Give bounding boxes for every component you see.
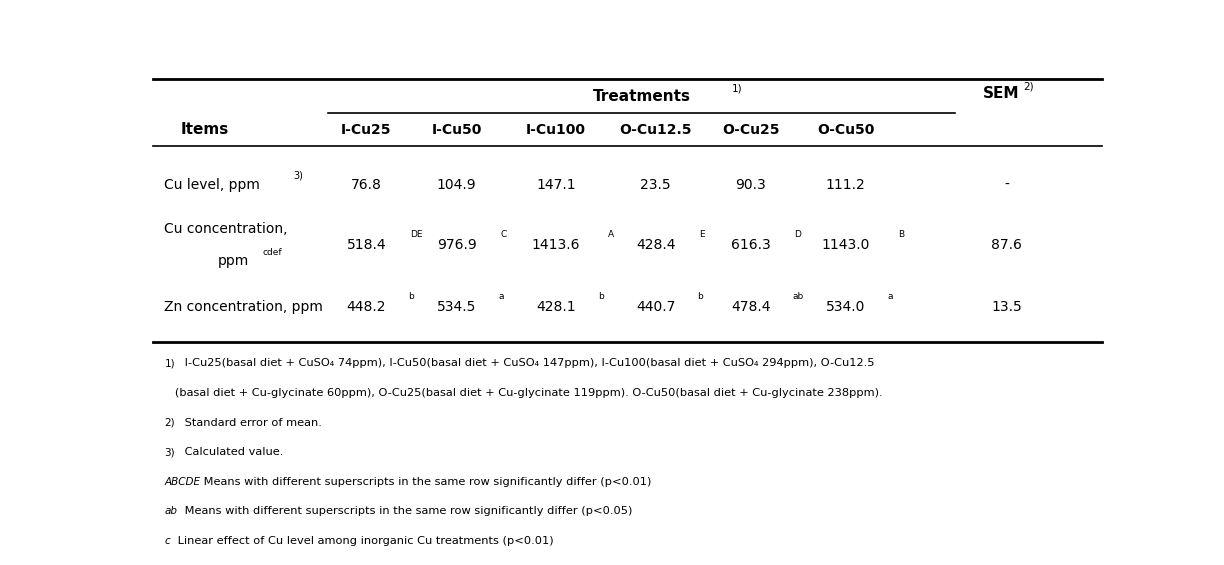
Text: O-Cu50: O-Cu50: [816, 123, 874, 137]
Text: 478.4: 478.4: [731, 300, 770, 314]
Text: E: E: [699, 230, 705, 238]
Text: Cu level, ppm: Cu level, ppm: [164, 179, 261, 192]
Text: 534.5: 534.5: [437, 300, 476, 314]
Text: A: A: [608, 230, 614, 238]
Text: 1143.0: 1143.0: [821, 238, 870, 252]
Text: a: a: [498, 292, 504, 301]
Text: 87.6: 87.6: [991, 238, 1022, 252]
Text: 13.5: 13.5: [991, 300, 1022, 314]
Text: Zn concentration, ppm: Zn concentration, ppm: [164, 300, 323, 314]
Text: 1413.6: 1413.6: [532, 238, 580, 252]
Text: 90.3: 90.3: [736, 179, 766, 192]
Text: Means with different superscripts in the same row significantly differ (p<0.01): Means with different superscripts in the…: [201, 477, 652, 486]
Text: Cu concentration,: Cu concentration,: [164, 222, 288, 236]
Text: 3): 3): [164, 447, 175, 457]
Text: 76.8: 76.8: [351, 179, 382, 192]
Text: O-Cu12.5: O-Cu12.5: [619, 123, 692, 137]
Text: Linear effect of Cu level among inorganic Cu treatments (p<0.01): Linear effect of Cu level among inorgani…: [174, 536, 553, 546]
Text: 534.0: 534.0: [826, 300, 865, 314]
Text: Means with different superscripts in the same row significantly differ (p<0.05): Means with different superscripts in the…: [180, 506, 632, 516]
Text: 23.5: 23.5: [640, 179, 671, 192]
Text: 428.1: 428.1: [536, 300, 577, 314]
Text: b: b: [408, 292, 414, 301]
Text: 428.4: 428.4: [636, 238, 676, 252]
Text: Treatments: Treatments: [592, 89, 690, 103]
Text: 1): 1): [164, 358, 175, 368]
Text: 3): 3): [294, 171, 304, 181]
Text: 440.7: 440.7: [636, 300, 676, 314]
Text: 111.2: 111.2: [826, 179, 865, 192]
Text: 2): 2): [1023, 81, 1033, 92]
Text: DE: DE: [410, 230, 422, 238]
Text: b: b: [597, 292, 603, 301]
Text: Calculated value.: Calculated value.: [180, 447, 283, 457]
Text: B: B: [897, 230, 903, 238]
Text: I-Cu25: I-Cu25: [341, 123, 392, 137]
Text: 2): 2): [164, 418, 175, 428]
Text: I-Cu50: I-Cu50: [431, 123, 482, 137]
Text: C: C: [501, 230, 507, 238]
Text: 976.9: 976.9: [437, 238, 476, 252]
Text: ABCDE: ABCDE: [164, 477, 201, 486]
Text: 518.4: 518.4: [346, 238, 387, 252]
Text: I-Cu25(basal diet + CuSO₄ 74ppm), I-Cu50(basal diet + CuSO₄ 147ppm), I-Cu100(bas: I-Cu25(basal diet + CuSO₄ 74ppm), I-Cu50…: [180, 358, 874, 368]
Text: 448.2: 448.2: [346, 300, 387, 314]
Text: ab: ab: [164, 506, 177, 516]
Text: Items: Items: [181, 122, 229, 137]
Text: 147.1: 147.1: [536, 179, 577, 192]
Text: -: -: [1005, 179, 1009, 192]
Text: (basal diet + Cu-glycinate 60ppm), O-Cu25(basal diet + Cu-glycinate 119ppm). O-C: (basal diet + Cu-glycinate 60ppm), O-Cu2…: [164, 388, 883, 398]
Text: 104.9: 104.9: [437, 179, 476, 192]
Text: 616.3: 616.3: [731, 238, 770, 252]
Text: D: D: [794, 230, 802, 238]
Text: I-Cu100: I-Cu100: [526, 123, 586, 137]
Text: Standard error of mean.: Standard error of mean.: [180, 418, 322, 428]
Text: ppm: ppm: [218, 254, 248, 268]
Text: ab: ab: [792, 292, 804, 301]
Text: c: c: [164, 536, 170, 546]
Text: a: a: [887, 292, 892, 301]
Text: 1): 1): [732, 83, 742, 93]
Text: b: b: [698, 292, 704, 301]
Text: cdef: cdef: [262, 248, 282, 257]
Text: SEM: SEM: [983, 86, 1020, 101]
Text: O-Cu25: O-Cu25: [722, 123, 780, 137]
